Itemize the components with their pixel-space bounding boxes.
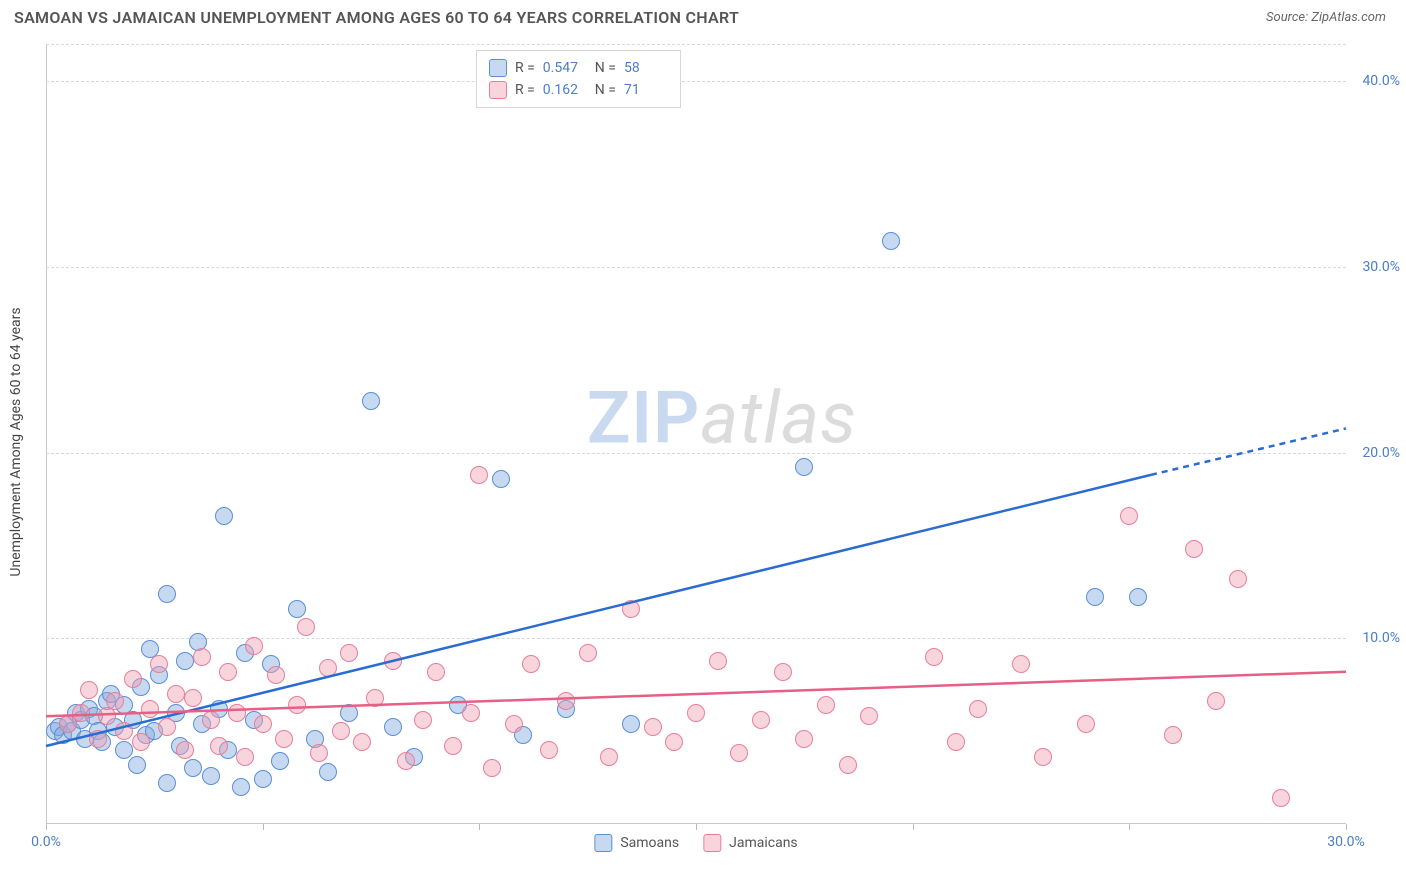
- n-value: 58: [624, 60, 668, 76]
- regression-line: [46, 475, 1151, 746]
- r-label: R =: [515, 82, 535, 98]
- x-tick-mark: [263, 824, 264, 830]
- chart-header: SAMOAN VS JAMAICAN UNEMPLOYMENT AMONG AG…: [0, 0, 1406, 31]
- y-tick-label: 10.0%: [1362, 630, 1400, 646]
- y-tick-label: 20.0%: [1362, 445, 1400, 461]
- x-tick-mark: [1346, 824, 1347, 830]
- x-tick-mark: [696, 824, 697, 830]
- swatch-icon: [489, 81, 507, 99]
- x-tick-mark: [46, 824, 47, 830]
- x-tick-mark: [913, 824, 914, 830]
- swatch-jamaicans: [703, 834, 721, 852]
- x-tick-label: 0.0%: [31, 834, 61, 850]
- n-value: 71: [624, 82, 668, 98]
- legend-label-jamaicans: Jamaicans: [729, 835, 798, 851]
- chart-area: Unemployment Among Ages 60 to 64 years Z…: [46, 44, 1346, 824]
- y-tick-label: 40.0%: [1362, 73, 1400, 89]
- chart-title: SAMOAN VS JAMAICAN UNEMPLOYMENT AMONG AG…: [14, 8, 739, 27]
- y-tick-label: 30.0%: [1362, 259, 1400, 275]
- legend-item-samoans: Samoans: [594, 834, 679, 852]
- r-label: R =: [515, 60, 535, 76]
- legend-series: Samoans Jamaicans: [594, 834, 797, 852]
- n-label: N =: [595, 82, 616, 98]
- x-tick-mark: [1129, 824, 1130, 830]
- legend-stats-row: R = 0.547 N = 58: [489, 57, 668, 79]
- swatch-samoans: [594, 834, 612, 852]
- r-value: 0.547: [543, 60, 587, 76]
- r-value: 0.162: [543, 82, 587, 98]
- y-axis-label: Unemployment Among Ages 60 to 64 years: [8, 307, 24, 576]
- regression-line-extension: [1151, 428, 1346, 474]
- x-tick-label: 30.0%: [1327, 834, 1365, 850]
- regression-lines: [46, 44, 1346, 824]
- legend-stats-row: R = 0.162 N = 71: [489, 79, 668, 101]
- regression-line: [46, 672, 1346, 717]
- swatch-icon: [489, 59, 507, 77]
- legend-item-jamaicans: Jamaicans: [703, 834, 798, 852]
- legend-stats: R = 0.547 N = 58 R = 0.162 N = 71: [476, 50, 681, 108]
- x-tick-mark: [479, 824, 480, 830]
- n-label: N =: [595, 60, 616, 76]
- source-attribution: Source: ZipAtlas.com: [1266, 10, 1386, 25]
- legend-label-samoans: Samoans: [620, 835, 679, 851]
